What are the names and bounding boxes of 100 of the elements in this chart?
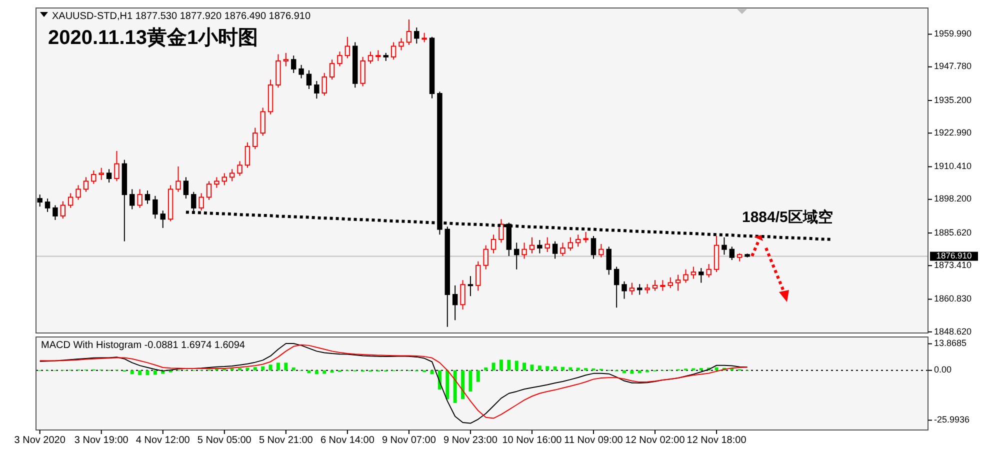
bar	[246, 368, 250, 370]
candlestick	[698, 268, 704, 284]
bar	[484, 367, 488, 370]
candlestick	[652, 280, 658, 292]
candlestick	[260, 107, 266, 136]
candlestick	[206, 180, 212, 200]
annotation: XAUUSD-STD,H1 1877.530 1877.920 1876.490 1876.910	[52, 11, 311, 22]
candlestick	[452, 284, 458, 321]
candlestick	[598, 244, 604, 258]
bar	[446, 370, 450, 400]
x-tick-label: 6 Nov 14:00	[320, 435, 375, 446]
y-tick-label: 1860.830	[934, 294, 972, 304]
bar	[476, 370, 480, 382]
bar	[284, 362, 288, 370]
bar	[130, 370, 134, 374]
candlestick	[590, 235, 596, 260]
bar	[253, 367, 257, 370]
bar	[453, 370, 457, 403]
candlestick	[629, 282, 635, 296]
x-tick-label: 9 Nov 07:00	[382, 435, 436, 446]
text: 2020.11.13黄金1小时图	[48, 27, 258, 49]
candlestick	[222, 172, 228, 186]
candlestick	[529, 236, 535, 254]
candlestick	[44, 198, 50, 212]
bar	[507, 360, 511, 370]
candlestick	[144, 190, 150, 204]
candlestick	[360, 56, 366, 87]
bar	[714, 367, 718, 370]
bar	[268, 364, 272, 370]
x-tick-label: 3 Nov 19:00	[74, 435, 129, 446]
candlestick	[183, 176, 189, 200]
x-tick-label: 12 Nov 02:00	[625, 435, 686, 446]
candlestick	[160, 210, 166, 228]
x-tick-label: 5 Nov 05:00	[197, 435, 252, 446]
candlestick	[490, 234, 496, 254]
candlestick	[722, 236, 727, 256]
candlestick	[368, 51, 374, 64]
bar	[561, 366, 564, 370]
candlestick	[668, 276, 674, 289]
candlestick	[660, 280, 666, 292]
y-tick-label: 1898.200	[934, 194, 972, 204]
bar	[153, 370, 157, 375]
bar	[553, 366, 557, 370]
y-tick-label: 1922.990	[934, 127, 972, 138]
candlestick	[114, 150, 120, 182]
candlestick	[98, 167, 104, 180]
ref-line-label: 1876.910	[936, 250, 972, 261]
x-tick-label: 3 Nov 2020	[14, 435, 66, 446]
bar	[522, 362, 526, 370]
candlestick	[568, 236, 574, 252]
candlestick	[683, 268, 688, 284]
y-tick-label: 1947.780	[934, 61, 972, 72]
candlestick	[52, 204, 58, 220]
candlestick	[552, 240, 558, 260]
x-tick-label: 11 Nov 09:00	[564, 435, 624, 446]
bar	[314, 370, 318, 374]
candlestick	[176, 166, 181, 192]
bar	[514, 360, 518, 370]
candlestick	[622, 280, 627, 300]
candlestick	[322, 72, 327, 96]
annotation: 1884/5区域空	[742, 208, 833, 226]
candlestick	[198, 192, 204, 212]
candlestick	[637, 284, 642, 296]
candlestick	[690, 266, 696, 280]
candlestick	[522, 242, 527, 260]
candlestick	[537, 239, 542, 254]
candlestick	[614, 266, 620, 308]
candlestick	[706, 264, 712, 278]
y-tick-label: 1873.410	[934, 260, 972, 270]
candlestick	[106, 168, 112, 184]
candlestick	[406, 18, 412, 46]
y-tick-label: 1935.200	[934, 94, 972, 105]
y-tick-label: 1848.620	[934, 326, 972, 336]
bar	[322, 370, 326, 374]
bar	[138, 370, 142, 376]
candlestick	[237, 160, 242, 176]
candlestick	[68, 192, 74, 208]
candlestick	[583, 231, 588, 244]
bar	[261, 366, 265, 370]
y-tick-label: 1959.990	[934, 28, 972, 39]
candlestick	[290, 55, 296, 74]
x-tick-label: 4 Nov 12:00	[136, 435, 190, 446]
candlestick	[314, 80, 320, 100]
candlestick	[60, 200, 66, 220]
candlestick	[390, 42, 396, 60]
bar	[546, 366, 550, 370]
chart-title: MACD With Histogram -0.0881 1.6974 1.6094	[41, 340, 246, 351]
candlestick	[729, 246, 735, 261]
y-tick-label: 1885.620	[934, 227, 972, 238]
bar	[292, 367, 296, 370]
bar	[499, 360, 503, 370]
candlestick	[283, 52, 289, 67]
y-tick-label: 0.00	[934, 364, 952, 375]
candlestick	[344, 36, 350, 59]
candlestick	[229, 168, 235, 182]
candlestick	[130, 188, 135, 210]
candlestick	[214, 176, 220, 188]
bar	[276, 362, 280, 370]
candlestick	[137, 188, 142, 208]
candlestick	[422, 32, 427, 43]
